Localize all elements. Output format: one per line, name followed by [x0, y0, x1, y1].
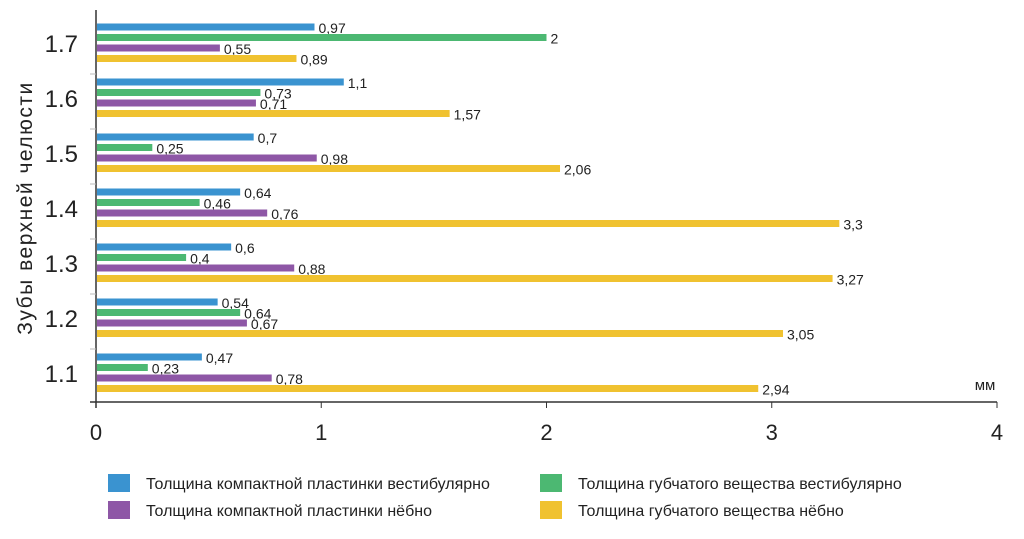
bar	[97, 319, 247, 327]
legend-label: Толщина компактной пластинки нёбно	[146, 503, 432, 520]
data-label: 0,98	[321, 151, 348, 167]
bar	[97, 330, 784, 337]
y-category-label: 1.1	[45, 361, 78, 388]
data-label: 3,3	[843, 217, 863, 233]
data-label: 0,55	[224, 41, 251, 57]
bar	[97, 264, 295, 272]
bar	[97, 374, 272, 382]
data-label: 0,47	[206, 350, 233, 366]
data-label: 0,7	[258, 130, 278, 146]
x-tick-label: 0	[90, 420, 102, 445]
bar	[97, 55, 297, 62]
y-axis-title: Зубы верхней челюсти	[14, 81, 37, 335]
bar	[97, 353, 202, 361]
data-label: 2	[551, 31, 559, 47]
legend-swatch	[108, 501, 130, 519]
data-label: 0,6	[235, 240, 255, 256]
data-label: 0,54	[222, 295, 249, 311]
data-label: 2,94	[762, 382, 789, 398]
bar	[97, 188, 241, 196]
x-tick-label: 2	[540, 420, 552, 445]
y-category-label: 1.2	[45, 306, 78, 333]
bar	[97, 298, 218, 306]
bar	[97, 385, 759, 392]
bar	[97, 89, 261, 96]
bar	[97, 309, 241, 316]
bar	[97, 23, 315, 31]
data-label: 0,25	[156, 141, 183, 157]
x-tick-label: 3	[766, 420, 778, 445]
x-axis-unit: мм	[975, 377, 996, 394]
data-label: 0,76	[271, 206, 298, 222]
bar	[97, 254, 187, 261]
legend-swatch	[108, 474, 130, 492]
data-label: 0,67	[251, 316, 278, 332]
data-label: 2,06	[564, 162, 591, 178]
bar	[97, 220, 840, 227]
bar	[97, 34, 547, 41]
data-label: 0,4	[190, 251, 210, 267]
data-label: 0,73	[264, 86, 291, 102]
data-label: 0,89	[300, 52, 327, 68]
bar	[97, 133, 254, 141]
legend-label: Толщина компактной пластинки вестибулярн…	[146, 476, 490, 493]
bar	[97, 199, 200, 206]
data-label: 0,78	[276, 371, 303, 387]
x-tick-label: 4	[991, 420, 1003, 445]
data-label: 0,64	[244, 306, 271, 322]
data-label: 3,05	[787, 327, 814, 343]
data-label: 0,23	[152, 361, 179, 377]
bar	[97, 154, 317, 162]
bar	[97, 275, 833, 282]
data-label: 1,1	[348, 75, 368, 91]
bar	[97, 78, 344, 86]
y-category-label: 1.4	[45, 196, 78, 223]
data-label: 1,57	[454, 107, 481, 123]
bar	[97, 209, 268, 217]
data-label: 0,46	[204, 196, 231, 212]
y-category-label: 1.3	[45, 251, 78, 278]
legend-label: Толщина губчатого вещества нёбно	[578, 503, 844, 520]
legend-label: Толщина губчатого вещества вестибулярно	[578, 476, 902, 493]
bar	[97, 99, 256, 107]
bar	[97, 243, 232, 251]
bar	[97, 165, 561, 172]
legend-swatch	[540, 474, 562, 492]
data-label: 3,27	[837, 272, 864, 288]
y-category-label: 1.6	[45, 86, 78, 113]
bar	[97, 144, 153, 151]
bar	[97, 110, 450, 117]
y-category-label: 1.7	[45, 31, 78, 58]
data-label: 0,88	[298, 261, 325, 277]
y-category-label: 1.5	[45, 141, 78, 168]
legend-swatch	[540, 501, 562, 519]
data-label: 0,97	[318, 20, 345, 36]
data-label: 0,71	[260, 96, 287, 112]
bar	[97, 44, 220, 52]
data-label: 0,64	[244, 185, 271, 201]
bar	[97, 364, 148, 371]
x-tick-label: 1	[315, 420, 327, 445]
